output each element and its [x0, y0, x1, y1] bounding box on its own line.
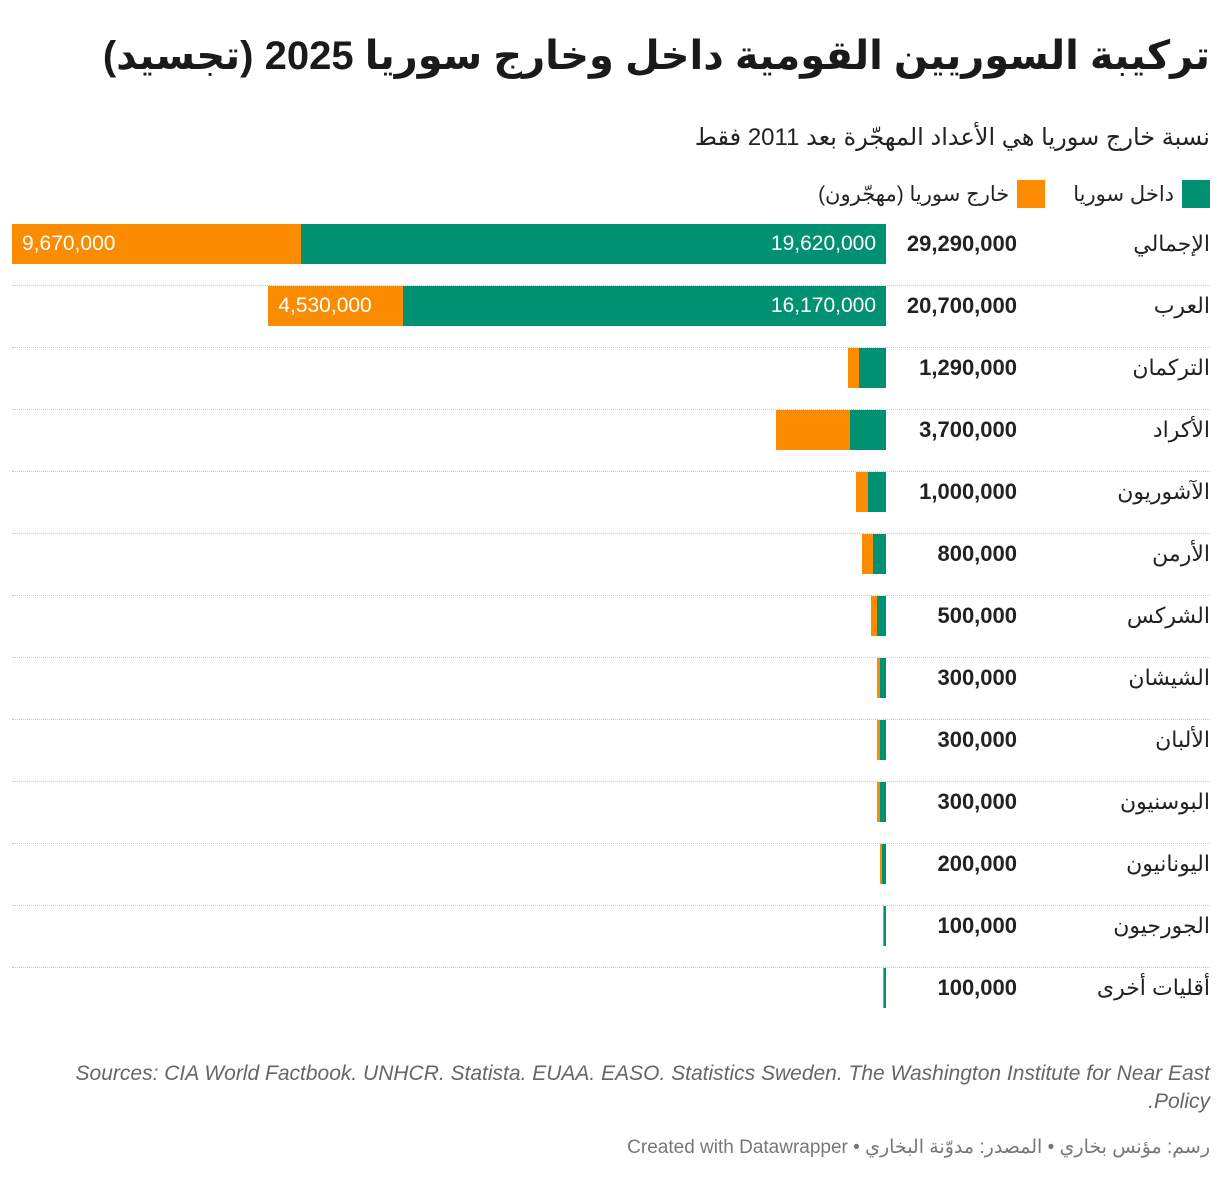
bar-segment-outside [882, 906, 884, 946]
bar-segment-outside [877, 720, 881, 760]
total-value-label: 20,700,000 [906, 293, 1017, 318]
bar-row: الألبان 300,000 [12, 720, 1210, 782]
legend-item-inside: داخل سوريا [1073, 180, 1210, 208]
bar-segment-inside [877, 596, 886, 636]
bar-segment-outside [877, 658, 881, 698]
sources-note: Sources: CIA World Factbook. UNHCR. Stat… [75, 1062, 1210, 1113]
bar-segment-outside [775, 410, 851, 450]
bar-segment-inside [300, 224, 886, 264]
bar-segment-inside [872, 534, 886, 574]
chart-subtitle: نسبة خارج سوريا هي الأعداد المهجّرة بعد … [694, 124, 1210, 151]
category-label: الشيشان [1128, 665, 1210, 690]
bar-segment-inside [881, 844, 886, 884]
bar-segment-inside [868, 472, 886, 512]
total-value-label: 100,000 [937, 975, 1017, 1000]
inside-value-label: 19,620,000 [770, 232, 876, 255]
bar-row: اليونانيون 200,000 [12, 844, 1210, 906]
bar-segment-outside [877, 782, 881, 822]
bar-row: الأرمن 800,000 [12, 534, 1210, 596]
category-label: الآشوريون [1117, 479, 1210, 504]
bar-segment-outside [847, 348, 860, 388]
bar-segment-inside [850, 410, 886, 450]
total-value-label: 1,000,000 [919, 479, 1017, 504]
total-value-label: 300,000 [937, 727, 1017, 752]
chart-legend: داخل سوريا خارج سوريا (مهجّرون) [818, 178, 1210, 210]
legend-label-inside: داخل سوريا [1073, 182, 1174, 206]
total-value-label: 3,700,000 [919, 417, 1017, 442]
category-label: اليونانيون [1126, 851, 1210, 876]
bar-row: الجورجيون 100,000 [12, 906, 1210, 968]
bar-segment-inside [859, 348, 886, 388]
bar-segment-outside [856, 472, 869, 512]
category-label: الألبان [1155, 727, 1210, 752]
bar-row: الآشوريون 1,000,000 [12, 472, 1210, 534]
bar-row: الإجمالي 29,290,000 19,620,000 9,670,000 [12, 224, 1210, 286]
total-value-label: 100,000 [937, 913, 1017, 938]
bar-segment-inside [883, 968, 886, 1008]
bar-segment-outside [268, 286, 404, 326]
bar-row: أقليات أخرى 100,000 [12, 968, 1210, 1030]
bar-segment-inside [880, 782, 886, 822]
category-label: الأكراد [1152, 417, 1210, 442]
bar-row: التركمان 1,290,000 [12, 348, 1210, 410]
bar-row: البوسنيون 300,000 [12, 782, 1210, 844]
legend-swatch-outside [1017, 180, 1046, 208]
category-label: البوسنيون [1119, 789, 1210, 814]
bar-segment-inside [880, 658, 886, 698]
bar-row: الشيشان 300,000 [12, 658, 1210, 720]
bar-row: العرب 20,700,000 16,170,000 4,530,000 [12, 286, 1210, 348]
total-value-label: 29,290,000 [906, 231, 1017, 256]
bar-row: الأكراد 3,700,000 [12, 410, 1210, 472]
credits-line: رسم: مؤنس بخاري • المصدر: مدوّنة البخاري… [627, 1137, 1210, 1158]
legend-label-outside: خارج سوريا (مهجّرون) [818, 182, 1010, 206]
legend-swatch-inside [1182, 180, 1210, 208]
bar-segment-outside [862, 534, 873, 574]
bar-segment-inside [880, 720, 886, 760]
bar-segment-inside [883, 906, 886, 946]
bar-segment-inside [403, 286, 886, 326]
category-label: العرب [1153, 293, 1210, 318]
total-value-label: 500,000 [937, 603, 1017, 628]
stacked-bar-chart: الإجمالي 29,290,000 19,620,000 9,670,000 الع… [0, 224, 1220, 1030]
outside-value-label: 9,670,000 [22, 232, 116, 255]
category-label: أقليات أخرى [1096, 975, 1210, 1000]
total-value-label: 1,290,000 [919, 355, 1017, 380]
bar-row: الشركس 500,000 [12, 596, 1210, 658]
total-value-label: 200,000 [937, 851, 1017, 876]
legend-item-outside: خارج سوريا (مهجّرون) [818, 180, 1046, 208]
bar-segment-outside [882, 968, 884, 1008]
category-label: الشركس [1126, 603, 1210, 628]
total-value-label: 300,000 [937, 665, 1017, 690]
inside-value-label: 16,170,000 [770, 294, 876, 317]
outside-value-label: 4,530,000 [278, 294, 372, 317]
category-label: الجورجيون [1113, 913, 1210, 938]
total-value-label: 800,000 [937, 541, 1017, 566]
bar-segment-outside [12, 224, 301, 264]
bar-segment-outside [871, 596, 878, 636]
chart-title: تركيبة السوريين القومية داخل وخارج سوريا… [102, 34, 1210, 78]
category-label: الأرمن [1152, 541, 1210, 566]
bar-segment-outside [880, 844, 882, 884]
total-value-label: 300,000 [937, 789, 1017, 814]
category-label: الإجمالي [1133, 231, 1210, 256]
category-label: التركمان [1132, 355, 1210, 380]
